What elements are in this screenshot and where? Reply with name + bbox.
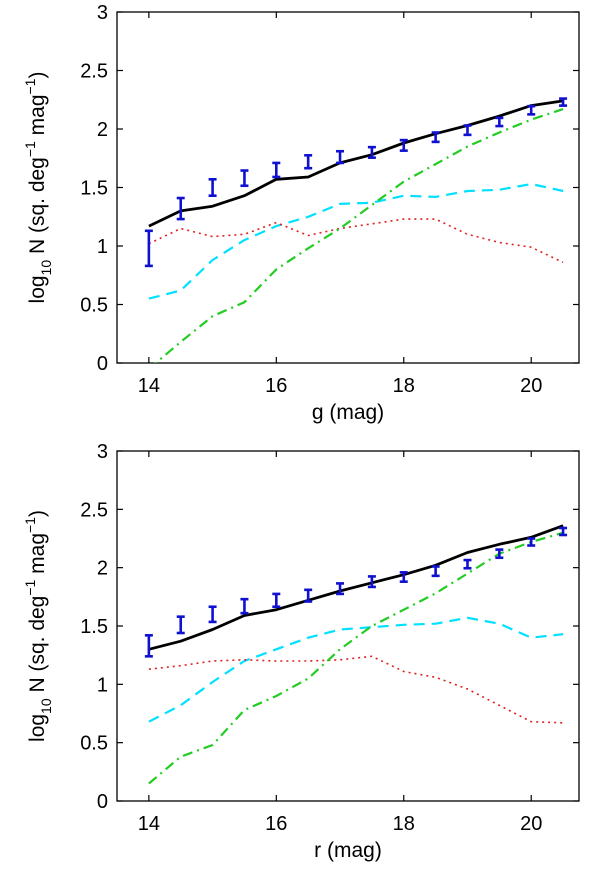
error-bar <box>304 588 313 603</box>
error-bar <box>495 548 504 560</box>
ylabel-main-text: N (sq. deg <box>26 157 49 260</box>
bottom-panel-r-mag: 0 0.5 1 1.5 2 2.5 3 14 16 18 20 r (mag) log10 N (sq.… <box>22 441 580 862</box>
x-tick-label: 16 <box>265 375 287 397</box>
error-bar <box>431 131 440 144</box>
x-tick-label: 16 <box>265 813 287 835</box>
y-tick-label: 2.5 <box>80 61 108 83</box>
y-tick-label: 1.5 <box>80 616 108 638</box>
ylabel-superscript-2: −1 <box>22 78 38 94</box>
ylabel-base: log <box>26 714 49 742</box>
error-bar <box>399 138 408 152</box>
x-tick-label: 18 <box>393 813 415 835</box>
error-bar <box>272 161 281 179</box>
y-tick-label: 3 <box>97 441 108 463</box>
plot-area <box>144 524 568 785</box>
error-bar <box>240 597 249 615</box>
y-tick-label: 0 <box>97 791 108 813</box>
error-bar <box>527 537 536 547</box>
ylabel-mid-text: mag <box>26 94 49 141</box>
ylabel-base-subscript: 10 <box>38 260 54 276</box>
y-axis-label: log10 N (sq. deg−1 mag−1) <box>22 510 54 742</box>
y-tick-label: 1 <box>97 674 108 696</box>
series-line-green-dashdot <box>148 531 564 785</box>
y-tick-label: 2 <box>97 558 108 580</box>
error-bar <box>399 571 408 583</box>
error-bar <box>495 116 504 128</box>
ylabel-mid-text: mag <box>26 533 49 580</box>
x-tick-label: 14 <box>138 375 160 397</box>
error-bar <box>144 229 153 268</box>
error-bar <box>176 196 185 221</box>
x-tick-label: 20 <box>520 375 542 397</box>
error-bar <box>304 154 313 170</box>
error-bar <box>336 582 345 596</box>
y-tick-label: 1.5 <box>80 178 108 200</box>
error-bar <box>431 565 440 578</box>
ylabel-end-text: ) <box>26 72 49 79</box>
y-tick-label: 0 <box>97 353 108 375</box>
ylabel-base: log <box>26 275 49 303</box>
y-tick-label: 1 <box>97 236 108 258</box>
error-bar <box>367 575 376 589</box>
error-bar <box>144 634 153 658</box>
series-line-red-dotted <box>148 655 564 724</box>
series-line-cyan-dashed <box>148 616 564 723</box>
error-bar <box>176 615 185 635</box>
y-axis-label: log10 N (sq. deg−1 mag−1) <box>22 72 54 304</box>
series-line-green-dashdot <box>154 108 564 363</box>
ylabel-superscript-1: −1 <box>22 579 38 595</box>
ylabel-main-text: N (sq. deg <box>26 596 49 699</box>
error-bar <box>240 169 249 188</box>
y-tick-label: 0.5 <box>80 295 108 317</box>
error-bar <box>463 558 472 570</box>
x-tick-label: 14 <box>138 813 160 835</box>
error-bar <box>208 605 217 624</box>
series-line-cyan-dashed <box>148 182 564 300</box>
error-bar <box>559 97 568 107</box>
ylabel-superscript-1: −1 <box>22 141 38 157</box>
ylabel-end-text: ) <box>26 510 49 517</box>
series-line-total <box>148 524 564 651</box>
x-axis-label: r (mag) <box>314 839 382 862</box>
ylabel-superscript-2: −1 <box>22 517 38 533</box>
error-bar <box>527 104 536 116</box>
error-bar <box>272 592 281 609</box>
y-tick-label: 2 <box>97 119 108 141</box>
series-line-total <box>148 99 564 228</box>
series-line-red-dotted <box>148 218 564 264</box>
ylabel-base-subscript: 10 <box>38 698 54 714</box>
plot-area <box>144 97 568 363</box>
x-axis-label: g (mag) <box>312 401 384 424</box>
top-panel-g-mag: 0 0.5 1 1.5 2 2.5 3 14 16 18 20 g (mag) log10 N (sq.… <box>22 2 580 424</box>
x-tick-label: 18 <box>393 375 415 397</box>
error-bar <box>463 124 472 137</box>
x-tick-label: 20 <box>520 813 542 835</box>
error-bar <box>336 149 345 165</box>
error-bar <box>367 145 376 159</box>
axes-frame <box>116 450 580 802</box>
y-tick-label: 0.5 <box>80 733 108 755</box>
error-bar <box>559 526 568 537</box>
y-tick-label: 2.5 <box>80 499 108 521</box>
y-tick-label: 3 <box>97 2 108 24</box>
error-bar <box>208 178 217 197</box>
